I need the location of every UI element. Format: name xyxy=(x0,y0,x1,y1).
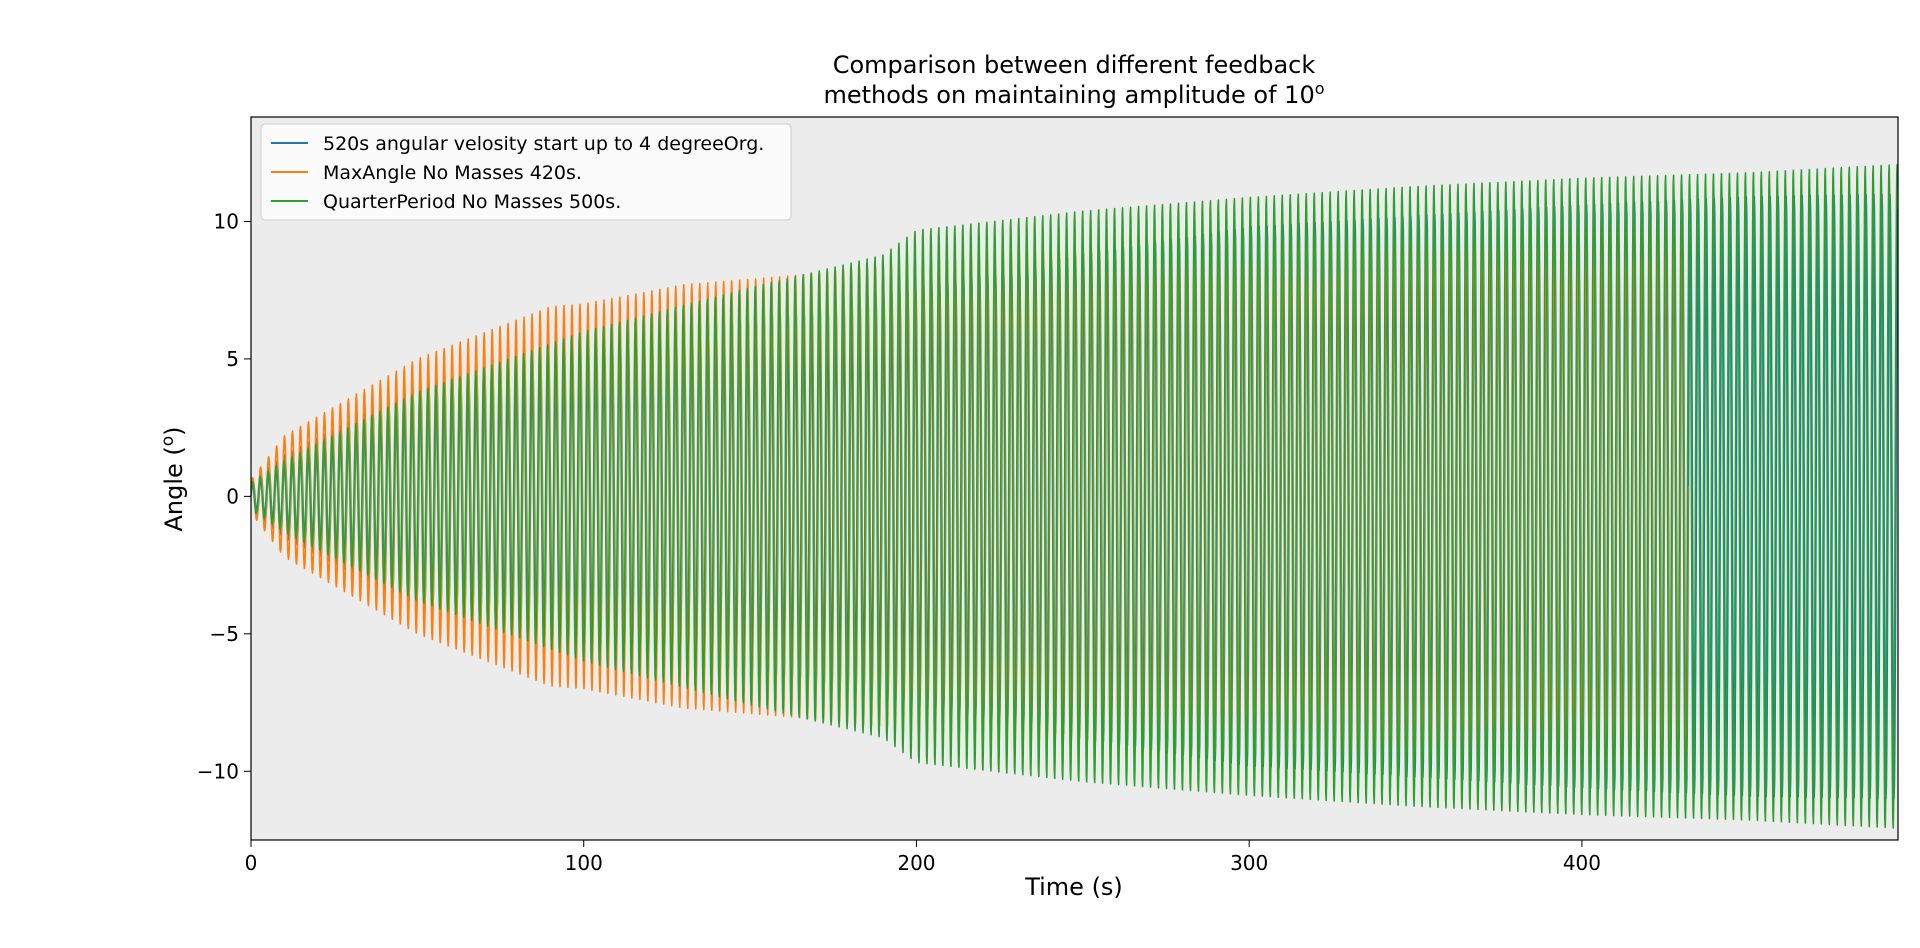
y-axis-label: Angle (o) xyxy=(158,426,188,531)
y-tick-label: −5 xyxy=(210,622,239,646)
x-tick-label: 0 xyxy=(245,851,258,875)
legend-label-1: 520s angular velosity start up to 4 degr… xyxy=(323,133,764,155)
legend-label-3: QuarterPeriod No Masses 500s. xyxy=(323,191,621,213)
y-tick-label: −10 xyxy=(197,759,239,783)
y-tick-label: 5 xyxy=(226,347,239,371)
x-tick-label: 100 xyxy=(565,851,603,875)
series-layer xyxy=(250,163,1899,829)
chart-title-superscript: o xyxy=(1315,79,1325,98)
y-axis-label-suffix: ) xyxy=(160,426,188,435)
chart-title-line-2-text: methods on maintaining amplitude of 10 xyxy=(823,81,1314,109)
x-axis-label: Time (s) xyxy=(1024,873,1123,901)
plot-frame xyxy=(250,116,1899,841)
legend-box xyxy=(260,123,792,221)
y-axis-label-superscript: o xyxy=(158,436,178,446)
legend: 520s angular velosity start up to 4 degr… xyxy=(260,123,792,221)
y-tick-label: 0 xyxy=(226,484,239,508)
chart-title-line-2: methods on maintaining amplitude of 10o xyxy=(823,79,1324,109)
x-axis-ticks: 0 100 200 300 400 xyxy=(245,840,1601,875)
x-tick-label: 400 xyxy=(1563,851,1601,875)
x-tick-label: 200 xyxy=(897,851,935,875)
y-axis-ticks: 10 5 0 −5 −10 xyxy=(197,209,251,783)
legend-label-2: MaxAngle No Masses 420s. xyxy=(323,162,582,184)
x-tick-label: 300 xyxy=(1230,851,1268,875)
y-tick-label: 10 xyxy=(214,209,239,233)
series-line-3 xyxy=(250,163,1899,829)
chart-title-line-1: Comparison between different feedback xyxy=(833,51,1316,79)
y-axis-label-prefix: Angle ( xyxy=(160,446,188,531)
